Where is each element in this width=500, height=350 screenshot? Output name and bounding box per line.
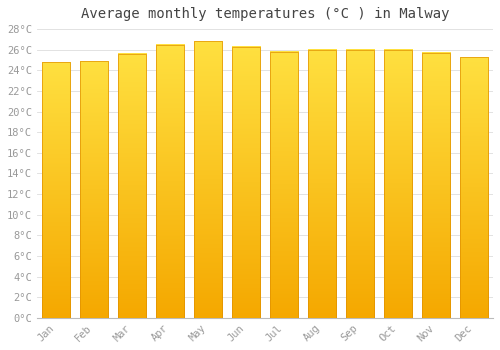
- Bar: [194, 41, 222, 318]
- Bar: [156, 44, 184, 318]
- Bar: [232, 47, 260, 318]
- Bar: [460, 57, 488, 318]
- Bar: [80, 61, 108, 318]
- Bar: [346, 50, 374, 318]
- Bar: [270, 52, 298, 318]
- Bar: [384, 50, 412, 318]
- Bar: [422, 53, 450, 318]
- Bar: [118, 54, 146, 318]
- Bar: [42, 62, 70, 318]
- Bar: [308, 50, 336, 318]
- Title: Average monthly temperatures (°C ) in Malway: Average monthly temperatures (°C ) in Ma…: [80, 7, 449, 21]
